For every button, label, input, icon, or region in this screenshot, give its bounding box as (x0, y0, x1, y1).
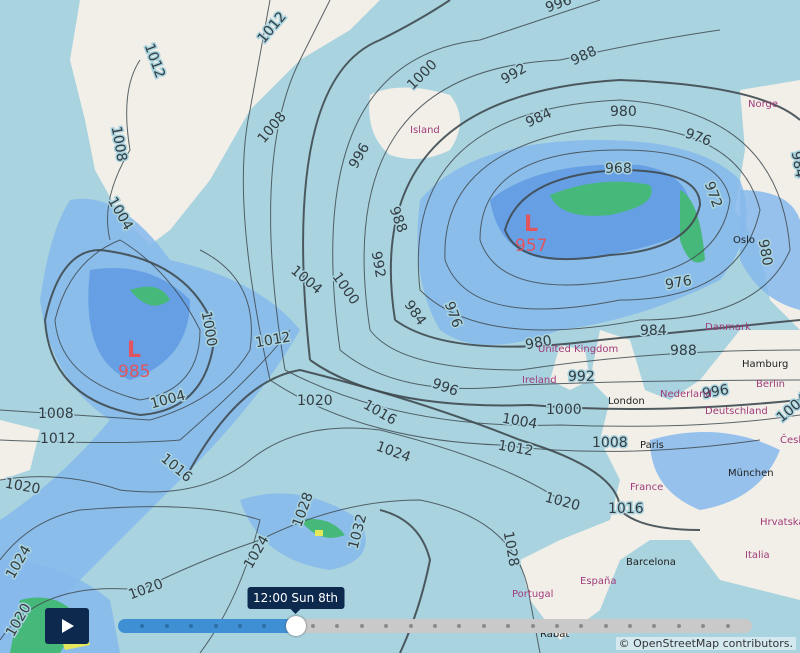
place-label: Ireland (522, 375, 557, 386)
current-time-tooltip: 12:00 Sun 8th (247, 587, 345, 614)
map-attribution[interactable]: © OpenStreetMap contributors. (615, 637, 796, 650)
timeline-step[interactable] (262, 624, 267, 628)
place-label: London (608, 396, 645, 407)
place-label: Paris (640, 440, 664, 451)
timeline-step[interactable] (530, 624, 535, 628)
timeline-step[interactable] (725, 624, 730, 628)
isobar-label: 984 (640, 323, 667, 339)
timeline-step[interactable] (311, 624, 316, 628)
timeline-step[interactable] (579, 624, 584, 628)
isobar-label: 1008 (592, 435, 628, 451)
isobar-label: 1020 (4, 476, 42, 498)
place-label: Barcelona (626, 557, 676, 568)
place-labels: Island Norge Oslo Danmark United Kingdom Irel… (410, 99, 800, 640)
isobar-label: 984 (401, 298, 429, 329)
timeline-step[interactable] (433, 624, 437, 628)
place-label: Danmark (705, 322, 751, 333)
isobar-label: 980 (755, 238, 775, 267)
low-pressure-center-2: L 957 (515, 212, 547, 256)
isobar-label: 1024 (374, 439, 413, 466)
timeline-step[interactable] (506, 624, 511, 628)
isobar-label: 1020 (297, 393, 333, 409)
place-label: España (580, 576, 616, 587)
low-pressure-value: 985 (118, 362, 150, 382)
low-letter: L (127, 338, 141, 363)
isobar-label: 1012 (40, 431, 76, 447)
isobar-label: 988 (670, 343, 697, 359)
isobar-label: 992 (368, 250, 388, 279)
isobar-label: 996 (701, 382, 730, 402)
isobar-label: 988 (568, 43, 599, 69)
isobar-label: 976 (683, 126, 714, 150)
place-label: Deutschland (705, 406, 768, 417)
isobar-label: 992 (498, 61, 529, 88)
place-label: Island (410, 125, 440, 136)
precipitation (0, 140, 800, 653)
timeline-step[interactable] (164, 624, 169, 628)
timeline-step[interactable] (335, 624, 340, 628)
isobar-label: 976 (664, 273, 693, 293)
isobar-label: 1016 (360, 397, 399, 429)
place-label: France (630, 482, 663, 493)
isobar-label: 1004 (287, 263, 325, 298)
isobar-label: 1012 (497, 438, 535, 460)
place-label: Hrvatska (760, 517, 800, 528)
timeline-thumb[interactable] (285, 616, 306, 636)
timeline-step[interactable] (408, 624, 413, 628)
timeline-slider[interactable] (118, 616, 752, 636)
timeline-step[interactable] (140, 624, 145, 628)
place-label: Hamburg (742, 359, 788, 370)
timeline-step[interactable] (652, 624, 657, 628)
isobar-label: 988 (386, 204, 410, 235)
timeline-step[interactable] (676, 624, 681, 628)
isobar-label: 1016 (608, 501, 644, 517)
place-label: Berlin (756, 379, 785, 390)
timeline-step[interactable] (213, 624, 218, 628)
isobar-label: 1000 (198, 310, 220, 348)
place-label: Italia (745, 550, 770, 561)
timeline-step[interactable] (189, 624, 194, 628)
isobar-label: 980 (524, 333, 553, 353)
place-label: Nederland (660, 389, 712, 400)
place-label: Portugal (512, 589, 553, 600)
isobar-label: 980 (610, 104, 637, 120)
isobar-label: 1008 (38, 406, 74, 422)
place-label: München (728, 468, 774, 479)
timeline-step[interactable] (237, 624, 242, 628)
timeline-step[interactable] (384, 624, 389, 628)
isobar-label: 1028 (500, 530, 522, 568)
place-label: Norge (748, 99, 778, 110)
isobar-label: 1008 (255, 109, 290, 147)
place-label: Rabat (540, 629, 569, 640)
isobar-label: 992 (568, 369, 595, 385)
isobar-label: 996 (430, 376, 461, 400)
low-letter: L (524, 212, 538, 237)
isobar-label: 968 (605, 161, 632, 177)
timeline-progress (118, 619, 296, 633)
low-pressure-center-1: L 985 (118, 338, 150, 382)
isobar-label: 1020 (543, 490, 582, 515)
play-button[interactable] (45, 608, 89, 644)
isobar-label: 1000 (546, 402, 582, 418)
timeline-step[interactable] (457, 624, 462, 628)
place-label: United Kingdom (538, 344, 618, 355)
isobar-label: 1000 (404, 57, 441, 94)
place-label: Česk (780, 433, 800, 446)
timeline-step[interactable] (628, 624, 633, 628)
timeline-step[interactable] (701, 624, 706, 628)
timeline-step[interactable] (603, 624, 608, 628)
low-pressure-value: 957 (515, 236, 547, 256)
timeline-step[interactable] (359, 624, 364, 628)
isobar-label: 1004 (501, 411, 539, 433)
isobar-label: 1020 (126, 576, 165, 603)
timeline-step[interactable] (554, 624, 559, 628)
timeline-step[interactable] (481, 624, 486, 628)
isobar-label: 1024 (241, 533, 273, 572)
place-label: Oslo (733, 235, 755, 246)
isobar-label: 996 (346, 140, 373, 171)
